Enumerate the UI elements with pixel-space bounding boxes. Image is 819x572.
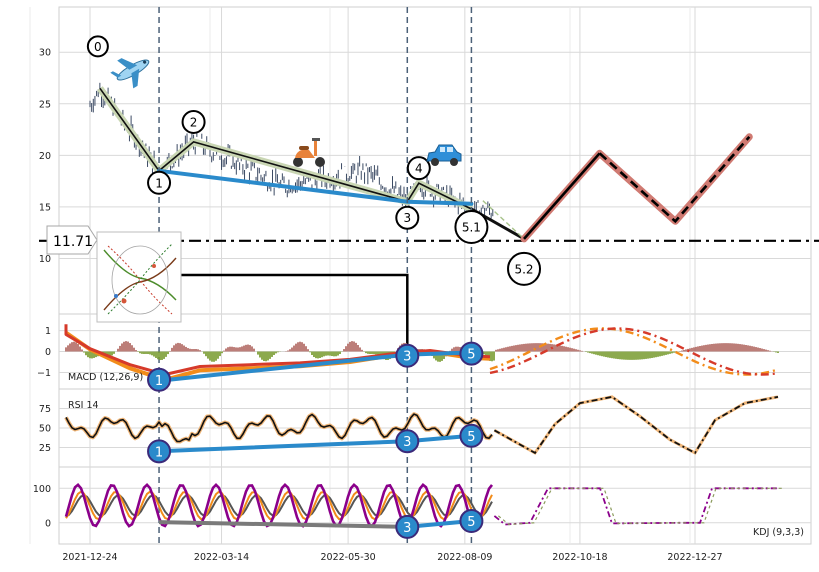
macd-signal-projection (489, 327, 779, 376)
price-y-tick-label: 30 (39, 48, 51, 59)
x-tick-label: 2022-10-18 (552, 552, 607, 563)
price-y-tick-label: 20 (39, 151, 51, 162)
divergence-marker-label: 5 (467, 515, 475, 530)
price-y-tick-label: 10 (39, 254, 51, 265)
y-tick-labels: 10 15 20 25 30 −1 0 1 25 50 75 0 100 (33, 48, 51, 530)
kdj-projection-d (498, 487, 782, 526)
divergence-marker-circle (395, 514, 420, 539)
pivot-markers: 0 1 2 3 4 5.1 5.2 (86, 35, 542, 286)
x-tick-label: 2022-12-27 (667, 552, 722, 563)
projection-path (520, 133, 753, 243)
pivot-marker-circle (86, 35, 109, 58)
connector-line (181, 273, 409, 350)
divergence-marker-label: 3 (403, 435, 411, 450)
macd-y-tick-label: 0 (45, 347, 51, 358)
divergence-marker-label: 5 (467, 348, 475, 363)
pivot-marker-circle (406, 156, 431, 181)
pivot-marker-label: 5.2 (514, 262, 533, 276)
macd-projection (489, 327, 779, 376)
pivot-marker-label: 2 (190, 115, 198, 129)
macd-indicator (64, 324, 779, 383)
rsi-projection (493, 395, 779, 455)
macd-signal-line (64, 324, 491, 376)
pivot-marker-label: 0 (94, 40, 102, 54)
kdj-y-tick-label: 0 (45, 518, 51, 529)
pivot-marker-circle (147, 170, 172, 195)
divergence-marker-circle (459, 509, 484, 534)
car-icon (426, 144, 462, 166)
pivot-marker-label: 1 (155, 176, 163, 190)
pivot-marker-label: 4 (415, 162, 423, 176)
airplane-icon (110, 58, 150, 89)
macd-y-tick-label: −1 (37, 368, 51, 379)
divergence-marker-circle (459, 423, 484, 448)
macd-y-tick-label: 1 (45, 326, 51, 337)
pattern-thumbnail (96, 231, 182, 323)
rsi-y-tick-label: 75 (39, 404, 51, 415)
x-tick-label: 2022-03-14 (194, 552, 249, 563)
rsi-y-tick-label: 50 (39, 424, 51, 435)
kdj-j-line (64, 482, 494, 528)
divergence-marker-circle (459, 341, 484, 366)
kdj-y-tick-label: 100 (33, 484, 51, 495)
divergence-marker-label: 1 (155, 374, 163, 389)
divergence-marker-label: 3 (403, 350, 411, 365)
divergence-marker-circle (147, 439, 172, 464)
macd-label: MACD (12,26,9) (68, 372, 143, 383)
divergence-marker-circle (147, 367, 172, 392)
projection-solid (523, 152, 601, 240)
pivot-marker-circle (454, 209, 489, 244)
x-tick-labels: 2021-12-24 2022-03-14 2022-05-30 2022-08-09… (62, 552, 722, 563)
zigzag-alt-leg (482, 200, 525, 240)
divergence-marker-circle (395, 343, 420, 368)
kdj-label: KDJ (9,3,3) (753, 527, 804, 538)
pivot-marker-label: 3 (403, 211, 411, 225)
divergence-marker-label: 5 (467, 430, 475, 445)
divergence-marker-circle (395, 429, 420, 454)
divergence-markers: 1 3 5 1 3 5 3 5 (147, 341, 484, 539)
pivot-marker-circle (181, 109, 206, 134)
price-y-tick-label: 15 (39, 202, 51, 213)
pivot-marker-label: 5.1 (462, 220, 481, 234)
rsi-label: RSI 14 (68, 400, 99, 411)
price-level-callout: 11.71 (46, 225, 98, 255)
divergence-marker-label: 3 (403, 521, 411, 536)
rsi-y-tick-label: 25 (39, 443, 51, 454)
scooter-icon (293, 138, 325, 167)
kdj-trend-line-gray (158, 520, 408, 529)
kdj-d-line (65, 490, 493, 521)
x-tick-label: 2021-12-24 (62, 552, 117, 563)
price-level-label: 11.71 (53, 234, 93, 250)
projection-dashed (598, 135, 751, 224)
pivot-marker-circle (395, 205, 420, 230)
pivot-marker-circle (507, 251, 542, 286)
x-tick-label: 2022-05-30 (321, 552, 376, 563)
divergence-marker-label: 1 (155, 445, 163, 460)
x-tick-label: 2022-08-09 (437, 552, 492, 563)
price-y-tick-label: 25 (39, 99, 51, 110)
rsi-line (65, 413, 493, 443)
